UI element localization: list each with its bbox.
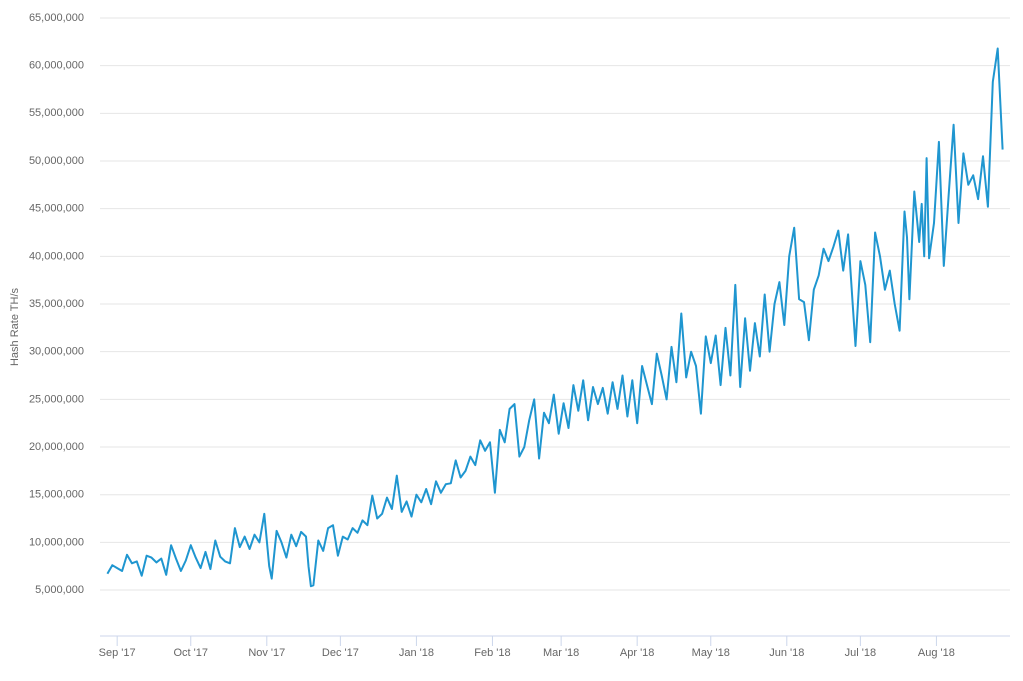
x-tick-label: Jul '18 [845,647,876,659]
y-tick-label: 10,000,000 [29,536,84,548]
x-tick-label: Jun '18 [769,647,804,659]
x-tick-label: Mar '18 [543,647,579,659]
y-tick-label: 45,000,000 [29,203,84,215]
y-tick-label: 55,000,000 [29,107,84,119]
data-line [106,47,1004,588]
x-tick-label: Aug '18 [918,647,955,659]
x-tick-label: Sep '17 [99,647,136,659]
y-tick-label: 35,000,000 [29,298,84,310]
x-tick-label: Jan '18 [399,647,434,659]
x-tick-label: Dec '17 [322,647,359,659]
x-tick-label: Nov '17 [248,647,285,659]
y-tick-label: 50,000,000 [29,155,84,167]
x-tick-label: Oct '17 [173,647,208,659]
y-tick-label: 40,000,000 [29,250,84,262]
x-tick-label: May '18 [692,647,730,659]
y-tick-label: 15,000,000 [29,489,84,501]
y-tick-label: 25,000,000 [29,393,84,405]
y-tick-label: 60,000,000 [29,60,84,72]
y-tick-label: 5,000,000 [35,584,84,596]
x-tick-label: Feb '18 [474,647,510,659]
y-axis-label: Hash Rate TH/s [9,287,21,366]
y-tick-label: 65,000,000 [29,12,84,24]
y-tick-label: 30,000,000 [29,346,84,358]
x-tick-label: Apr '18 [620,647,655,659]
y-tick-label: 20,000,000 [29,441,84,453]
